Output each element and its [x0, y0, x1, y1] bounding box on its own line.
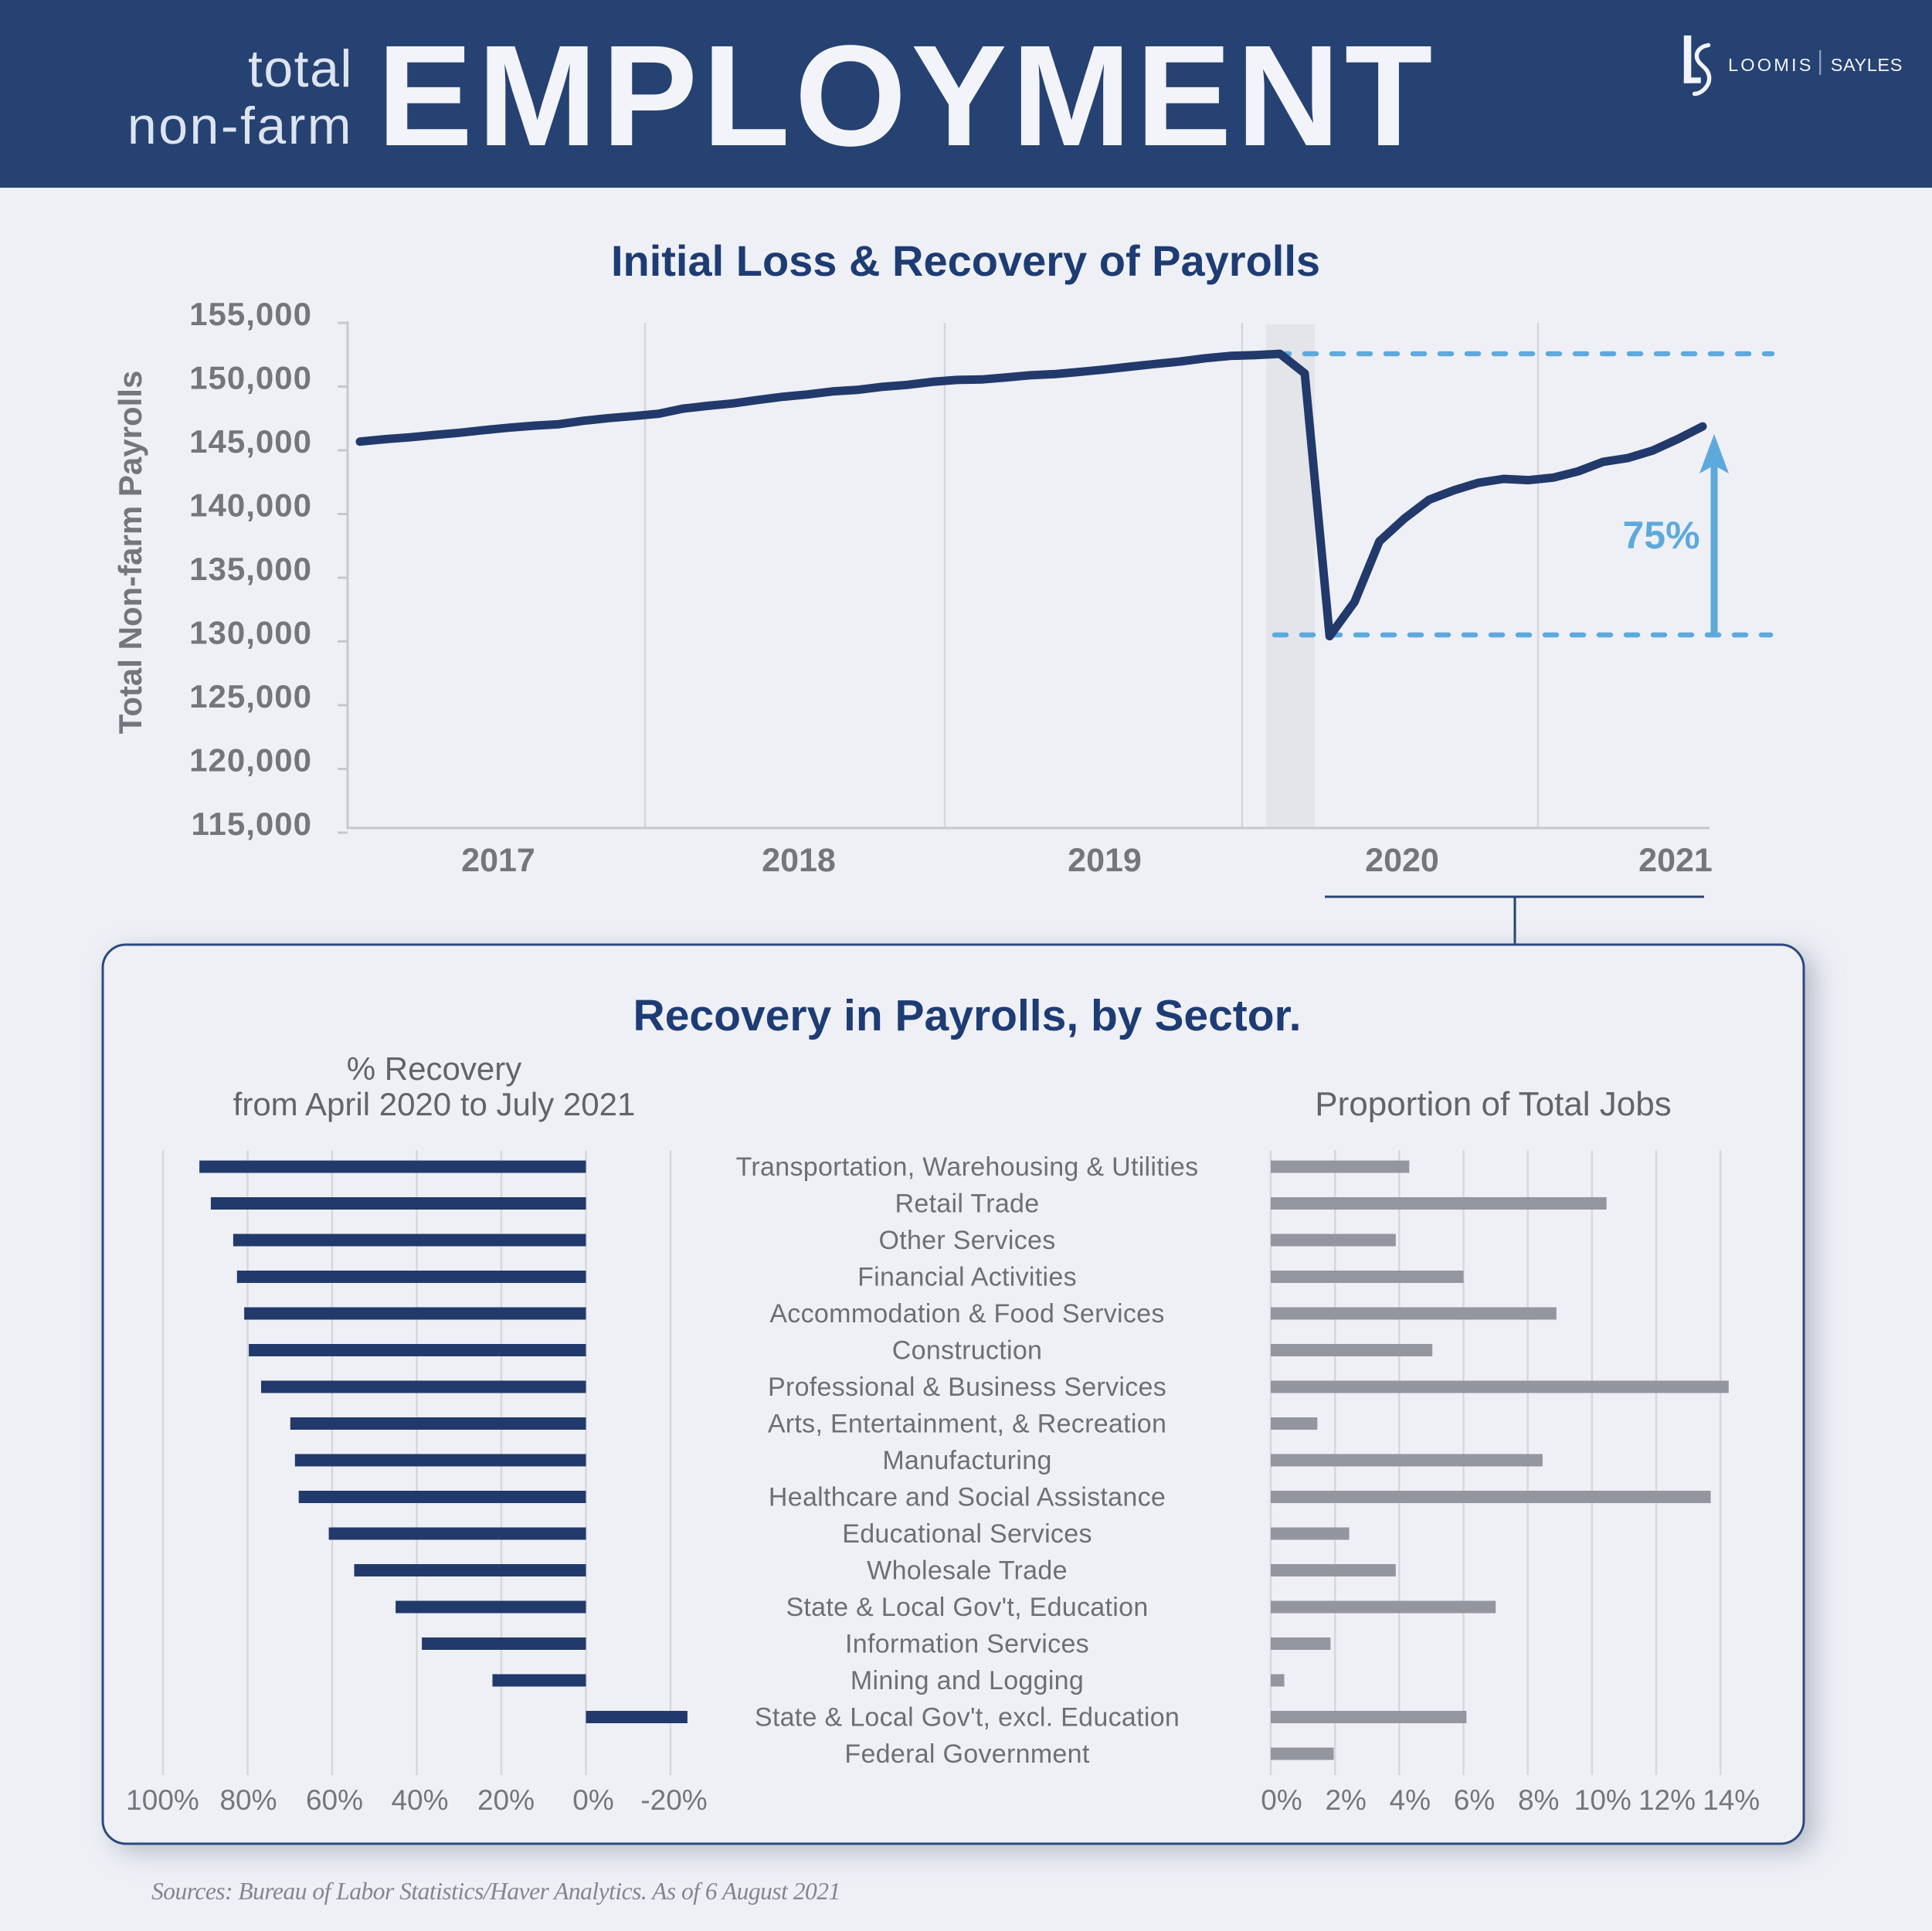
svg-text:10%: 10%: [1574, 1784, 1632, 1816]
svg-text:145,000: 145,000: [189, 423, 312, 460]
svg-text:75%: 75%: [1622, 514, 1699, 557]
svg-text:State & Local Gov't, excl. Edu: State & Local Gov't, excl. Education: [755, 1703, 1180, 1732]
svg-text:120,000: 120,000: [189, 742, 312, 779]
svg-text:125,000: 125,000: [189, 678, 312, 714]
svg-text:155,000: 155,000: [189, 296, 312, 332]
svg-text:12%: 12%: [1638, 1784, 1696, 1816]
svg-text:Financial Activities: Financial Activities: [857, 1263, 1077, 1292]
svg-text:40%: 40%: [391, 1784, 448, 1816]
svg-text:Federal Government: Federal Government: [844, 1739, 1089, 1769]
svg-text:2019: 2019: [1068, 842, 1142, 879]
svg-text:Professional & Business Servic: Professional & Business Services: [768, 1373, 1166, 1402]
svg-text:0%: 0%: [1261, 1784, 1302, 1816]
svg-text:Educational Services: Educational Services: [842, 1519, 1092, 1549]
svg-text:Accommodation & Food Services: Accommodation & Food Services: [769, 1299, 1164, 1329]
svg-text:Manufacturing: Manufacturing: [882, 1446, 1051, 1475]
svg-text:2018: 2018: [762, 842, 836, 879]
svg-text:Proportion of Total Jobs: Proportion of Total Jobs: [1315, 1085, 1671, 1123]
svg-text:0%: 0%: [572, 1784, 613, 1816]
svg-text:Recovery in Payrolls, by Secto: Recovery in Payrolls, by Sector.: [633, 991, 1302, 1040]
svg-text:Retail Trade: Retail Trade: [895, 1189, 1040, 1219]
svg-text:2017: 2017: [461, 842, 535, 879]
svg-text:2020: 2020: [1365, 842, 1439, 879]
svg-text:Information Services: Information Services: [845, 1630, 1089, 1659]
svg-text:Sources: Bureau of Labor Stati: Sources: Bureau of Labor Statistics/Have…: [151, 1878, 840, 1905]
svg-text:Initial Loss & Recovery of Pay: Initial Loss & Recovery of Payrolls: [611, 236, 1320, 285]
svg-text:non-farm: non-farm: [127, 97, 353, 155]
svg-text:EMPLOYMENT: EMPLOYMENT: [377, 16, 1437, 176]
svg-text:-20%: -20%: [640, 1784, 707, 1816]
svg-text:2021: 2021: [1638, 842, 1713, 879]
svg-text:Wholesale Trade: Wholesale Trade: [867, 1556, 1068, 1586]
svg-text:80%: 80%: [219, 1784, 277, 1816]
svg-text:total: total: [248, 39, 353, 98]
svg-text:150,000: 150,000: [189, 360, 312, 396]
svg-text:Transportation, Warehousing &: Transportation, Warehousing & Utilities: [736, 1152, 1199, 1182]
svg-text:from April 2020 to July 2021: from April 2020 to July 2021: [233, 1086, 636, 1122]
svg-text:14%: 14%: [1703, 1784, 1760, 1816]
svg-text:Construction: Construction: [892, 1336, 1042, 1366]
svg-text:60%: 60%: [306, 1784, 363, 1816]
svg-text:2%: 2%: [1325, 1784, 1366, 1816]
svg-text:% Recovery: % Recovery: [347, 1050, 521, 1087]
svg-text:Other Services: Other Services: [878, 1226, 1055, 1255]
svg-text:130,000: 130,000: [189, 615, 312, 651]
svg-text:Arts, Entertainment, & Recreat: Arts, Entertainment, & Recreation: [768, 1410, 1166, 1439]
svg-text:LOOMIS: LOOMIS: [1728, 55, 1814, 75]
svg-text:100%: 100%: [126, 1784, 199, 1816]
svg-text:20%: 20%: [477, 1784, 535, 1816]
svg-text:6%: 6%: [1454, 1784, 1495, 1816]
svg-text:SAYLES: SAYLES: [1831, 55, 1903, 75]
svg-text:140,000: 140,000: [189, 487, 312, 524]
svg-text:4%: 4%: [1390, 1784, 1431, 1816]
svg-text:135,000: 135,000: [189, 551, 312, 587]
svg-text:Mining and Logging: Mining and Logging: [851, 1666, 1084, 1695]
svg-text:8%: 8%: [1518, 1784, 1559, 1816]
svg-text:115,000: 115,000: [191, 806, 312, 842]
svg-text:State & Local Gov't, Education: State & Local Gov't, Education: [786, 1593, 1148, 1622]
svg-text:Total Non-farm Payrolls: Total Non-farm Payrolls: [112, 371, 148, 735]
svg-text:Healthcare and Social Assistan: Healthcare and Social Assistance: [769, 1483, 1166, 1512]
